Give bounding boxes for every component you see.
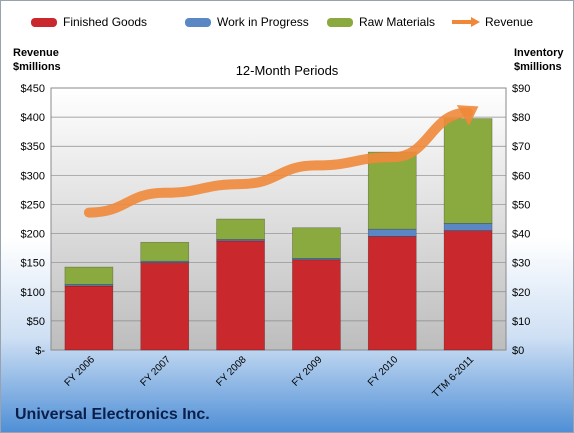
left-axis-title: Revenue $millions	[13, 46, 61, 74]
raw-materials-bar	[367, 151, 417, 230]
x-tick-label: FY 2006	[63, 354, 98, 389]
right-tick-label: $90	[512, 83, 530, 95]
revenue-arrow-icon	[452, 17, 480, 27]
finished-goods-swatch	[31, 17, 57, 27]
work-in-progress-bar	[443, 223, 493, 231]
chart-plot: $- $50 $100 $150 $200 $250 $300 $350 $400 $450 $0…	[21, 83, 531, 400]
right-tick-label: $80	[512, 112, 530, 124]
legend-item-revenue: Revenue	[451, 15, 533, 29]
left-tick-label: $100	[21, 287, 45, 299]
chart-title: 12-Month Periods	[235, 63, 339, 78]
finished-goods-bar	[216, 240, 265, 351]
raw-materials-swatch	[327, 17, 353, 27]
raw-materials-bar	[64, 266, 114, 285]
x-tick-label: FY 2010	[366, 354, 401, 389]
left-axis-title-line2: $millions	[13, 61, 61, 73]
revenue-arrowhead	[456, 105, 479, 126]
finished-goods-bar	[64, 285, 114, 351]
work-in-progress-bar	[367, 228, 417, 237]
x-tick-label: FY 2007	[138, 354, 173, 389]
legend-label-raw-materials: Raw Materials	[359, 15, 436, 29]
legend-item-finished-goods: Finished Goods	[31, 15, 147, 29]
raw-materials-bar	[216, 218, 265, 240]
right-tick-label: $20	[512, 287, 530, 299]
legend: Finished Goods Work in Progress Raw Mate…	[1, 15, 573, 35]
left-tick-label: $300	[21, 170, 45, 182]
finished-goods-bar	[140, 262, 190, 351]
revenue-line	[83, 107, 474, 218]
right-tick-label: $0	[512, 345, 524, 357]
wip-swatch	[185, 17, 211, 27]
right-tick-label: $60	[512, 170, 530, 182]
finished-goods-bar	[367, 236, 417, 351]
right-tick-label: $30	[512, 258, 530, 270]
finished-goods-bar	[443, 230, 493, 351]
left-tick-label: $50	[27, 316, 45, 328]
left-tick-label: $-	[35, 345, 45, 357]
left-tick-label: $200	[21, 229, 45, 241]
right-axis-title-line2: $millions	[514, 61, 562, 73]
left-tick-label: $400	[21, 112, 45, 124]
x-tick-label: TTM 6-2011	[430, 354, 476, 400]
legend-item-wip: Work in Progress	[185, 15, 309, 29]
right-axis-title-line1: Inventory	[514, 47, 564, 59]
x-tick-label: FY 2008	[214, 354, 249, 389]
right-tick-label: $10	[512, 316, 530, 328]
right-axis-title: Inventory $millions	[514, 46, 564, 74]
finished-goods-bar	[292, 259, 341, 351]
x-tick-label: FY 2009	[290, 354, 325, 389]
left-tick-label: $350	[21, 141, 45, 153]
left-axis-title-line1: Revenue	[13, 47, 59, 59]
legend-label-finished-goods: Finished Goods	[63, 15, 148, 29]
left-tick-label: $150	[21, 258, 45, 270]
right-tick-label: $70	[512, 141, 530, 153]
legend-label-wip: Work in Progress	[217, 15, 309, 29]
raw-materials-bar	[292, 227, 341, 259]
left-tick-label: $250	[21, 199, 45, 211]
company-name: Universal Electronics Inc.	[15, 406, 210, 423]
right-tick-label: $40	[512, 229, 530, 241]
raw-materials-bar	[140, 241, 190, 262]
left-tick-label: $450	[21, 83, 45, 95]
right-tick-label: $50	[512, 199, 530, 211]
legend-label-revenue: Revenue	[485, 15, 534, 29]
raw-materials-bar	[443, 118, 493, 224]
legend-item-raw-materials: Raw Materials	[327, 15, 435, 29]
